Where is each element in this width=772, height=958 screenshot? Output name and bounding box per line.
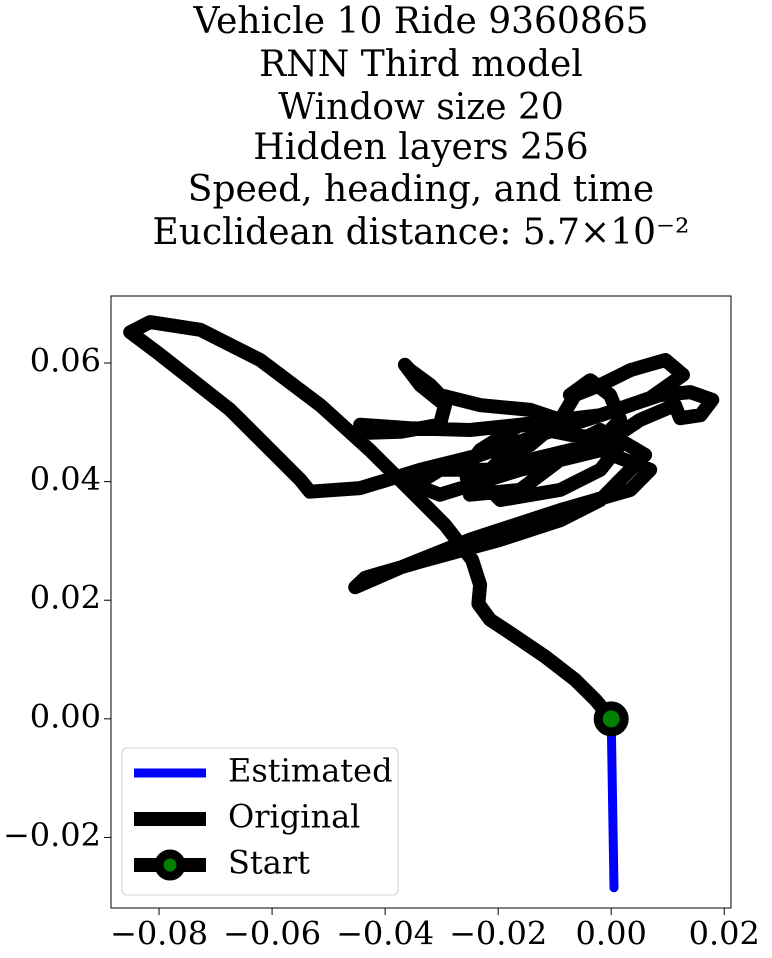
y-tick-label: −0.02 (3, 816, 101, 854)
x-tick-label: −0.02 (449, 915, 547, 953)
y-tick-label: 0.06 (30, 342, 101, 380)
x-tick-label: 0.02 (689, 915, 760, 953)
y-tick-label: 0.04 (30, 460, 101, 498)
legend-marker (154, 849, 186, 881)
chart-title: Speed, heading, and time (188, 169, 654, 210)
x-tick-label: −0.08 (110, 915, 208, 953)
trajectory-line (123, 315, 720, 726)
chart-title: RNN Third model (259, 44, 583, 85)
y-tick-label: 0.00 (30, 697, 101, 735)
plot-frame (110, 295, 732, 909)
trajectory-line (606, 714, 619, 893)
start-marker (593, 701, 629, 737)
x-tick-label: −0.04 (336, 915, 434, 953)
chart-title: Hidden layers 256 (253, 127, 588, 168)
chart-title: Vehicle 10 Ride 9360865 (192, 1, 648, 42)
legend-label: Original (228, 798, 360, 836)
chart-title: Euclidean distance: 5.7×10⁻² (153, 212, 690, 253)
legend-label: Estimated (228, 752, 393, 790)
x-tick-label: −0.06 (223, 915, 321, 953)
x-tick-label: 0.00 (576, 915, 647, 953)
chart-title: Window size 20 (278, 87, 564, 128)
y-tick-label: 0.02 (30, 579, 101, 617)
plot-area (123, 315, 720, 893)
legend-label: Start (228, 844, 310, 882)
